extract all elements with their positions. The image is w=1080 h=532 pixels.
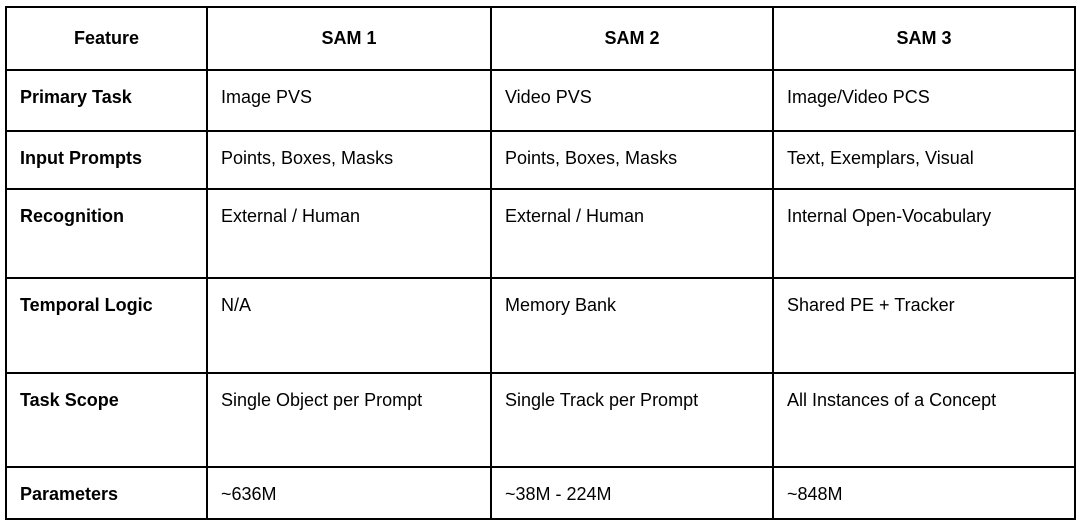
table-row: Recognition External / Human External / Hu… <box>5 188 1076 279</box>
cell-sam2: ~38M - 224M <box>490 466 774 520</box>
table-row: Input Prompts Points, Boxes, Masks Points,… <box>5 130 1076 190</box>
cell-sam1: External / Human <box>206 188 492 279</box>
table-row: Temporal Logic N/A Memory Bank Shared PE + … <box>5 277 1076 374</box>
cell-sam1: Single Object per Prompt <box>206 372 492 468</box>
header-sam3: SAM 3 <box>772 6 1076 71</box>
cell-sam1: Points, Boxes, Masks <box>206 130 492 190</box>
cell-feature: Recognition <box>5 188 208 279</box>
cell-sam2: Video PVS <box>490 69 774 132</box>
cell-sam1: Image PVS <box>206 69 492 132</box>
cell-feature: Primary Task <box>5 69 208 132</box>
cell-sam2: External / Human <box>490 188 774 279</box>
cell-sam2: Points, Boxes, Masks <box>490 130 774 190</box>
header-sam1: SAM 1 <box>206 6 492 71</box>
table-row: Task Scope Single Object per Prompt Single… <box>5 372 1076 468</box>
table-row: Parameters ~636M ~38M - 224M ~848M <box>5 466 1076 520</box>
table-row: Primary Task Image PVS Video PVS Image/Vide… <box>5 69 1076 132</box>
cell-sam3: All Instances of a Concept <box>772 372 1076 468</box>
cell-sam3: Internal Open-Vocabulary <box>772 188 1076 279</box>
cell-feature: Task Scope <box>5 372 208 468</box>
sam-comparison-table: Feature SAM 1 SAM 2 SAM 3 Primary Task Im… <box>5 6 1076 520</box>
header-row: Feature SAM 1 SAM 2 SAM 3 <box>5 6 1076 71</box>
header-feature: Feature <box>5 6 208 71</box>
cell-sam2: Memory Bank <box>490 277 774 374</box>
cell-sam2: Single Track per Prompt <box>490 372 774 468</box>
cell-sam1: ~636M <box>206 466 492 520</box>
header-sam2: SAM 2 <box>490 6 774 71</box>
cell-feature: Temporal Logic <box>5 277 208 374</box>
cell-sam1: N/A <box>206 277 492 374</box>
cell-sam3: Image/Video PCS <box>772 69 1076 132</box>
cell-feature: Parameters <box>5 466 208 520</box>
cell-feature: Input Prompts <box>5 130 208 190</box>
cell-sam3: ~848M <box>772 466 1076 520</box>
cell-sam3: Shared PE + Tracker <box>772 277 1076 374</box>
cell-sam3: Text, Exemplars, Visual <box>772 130 1076 190</box>
